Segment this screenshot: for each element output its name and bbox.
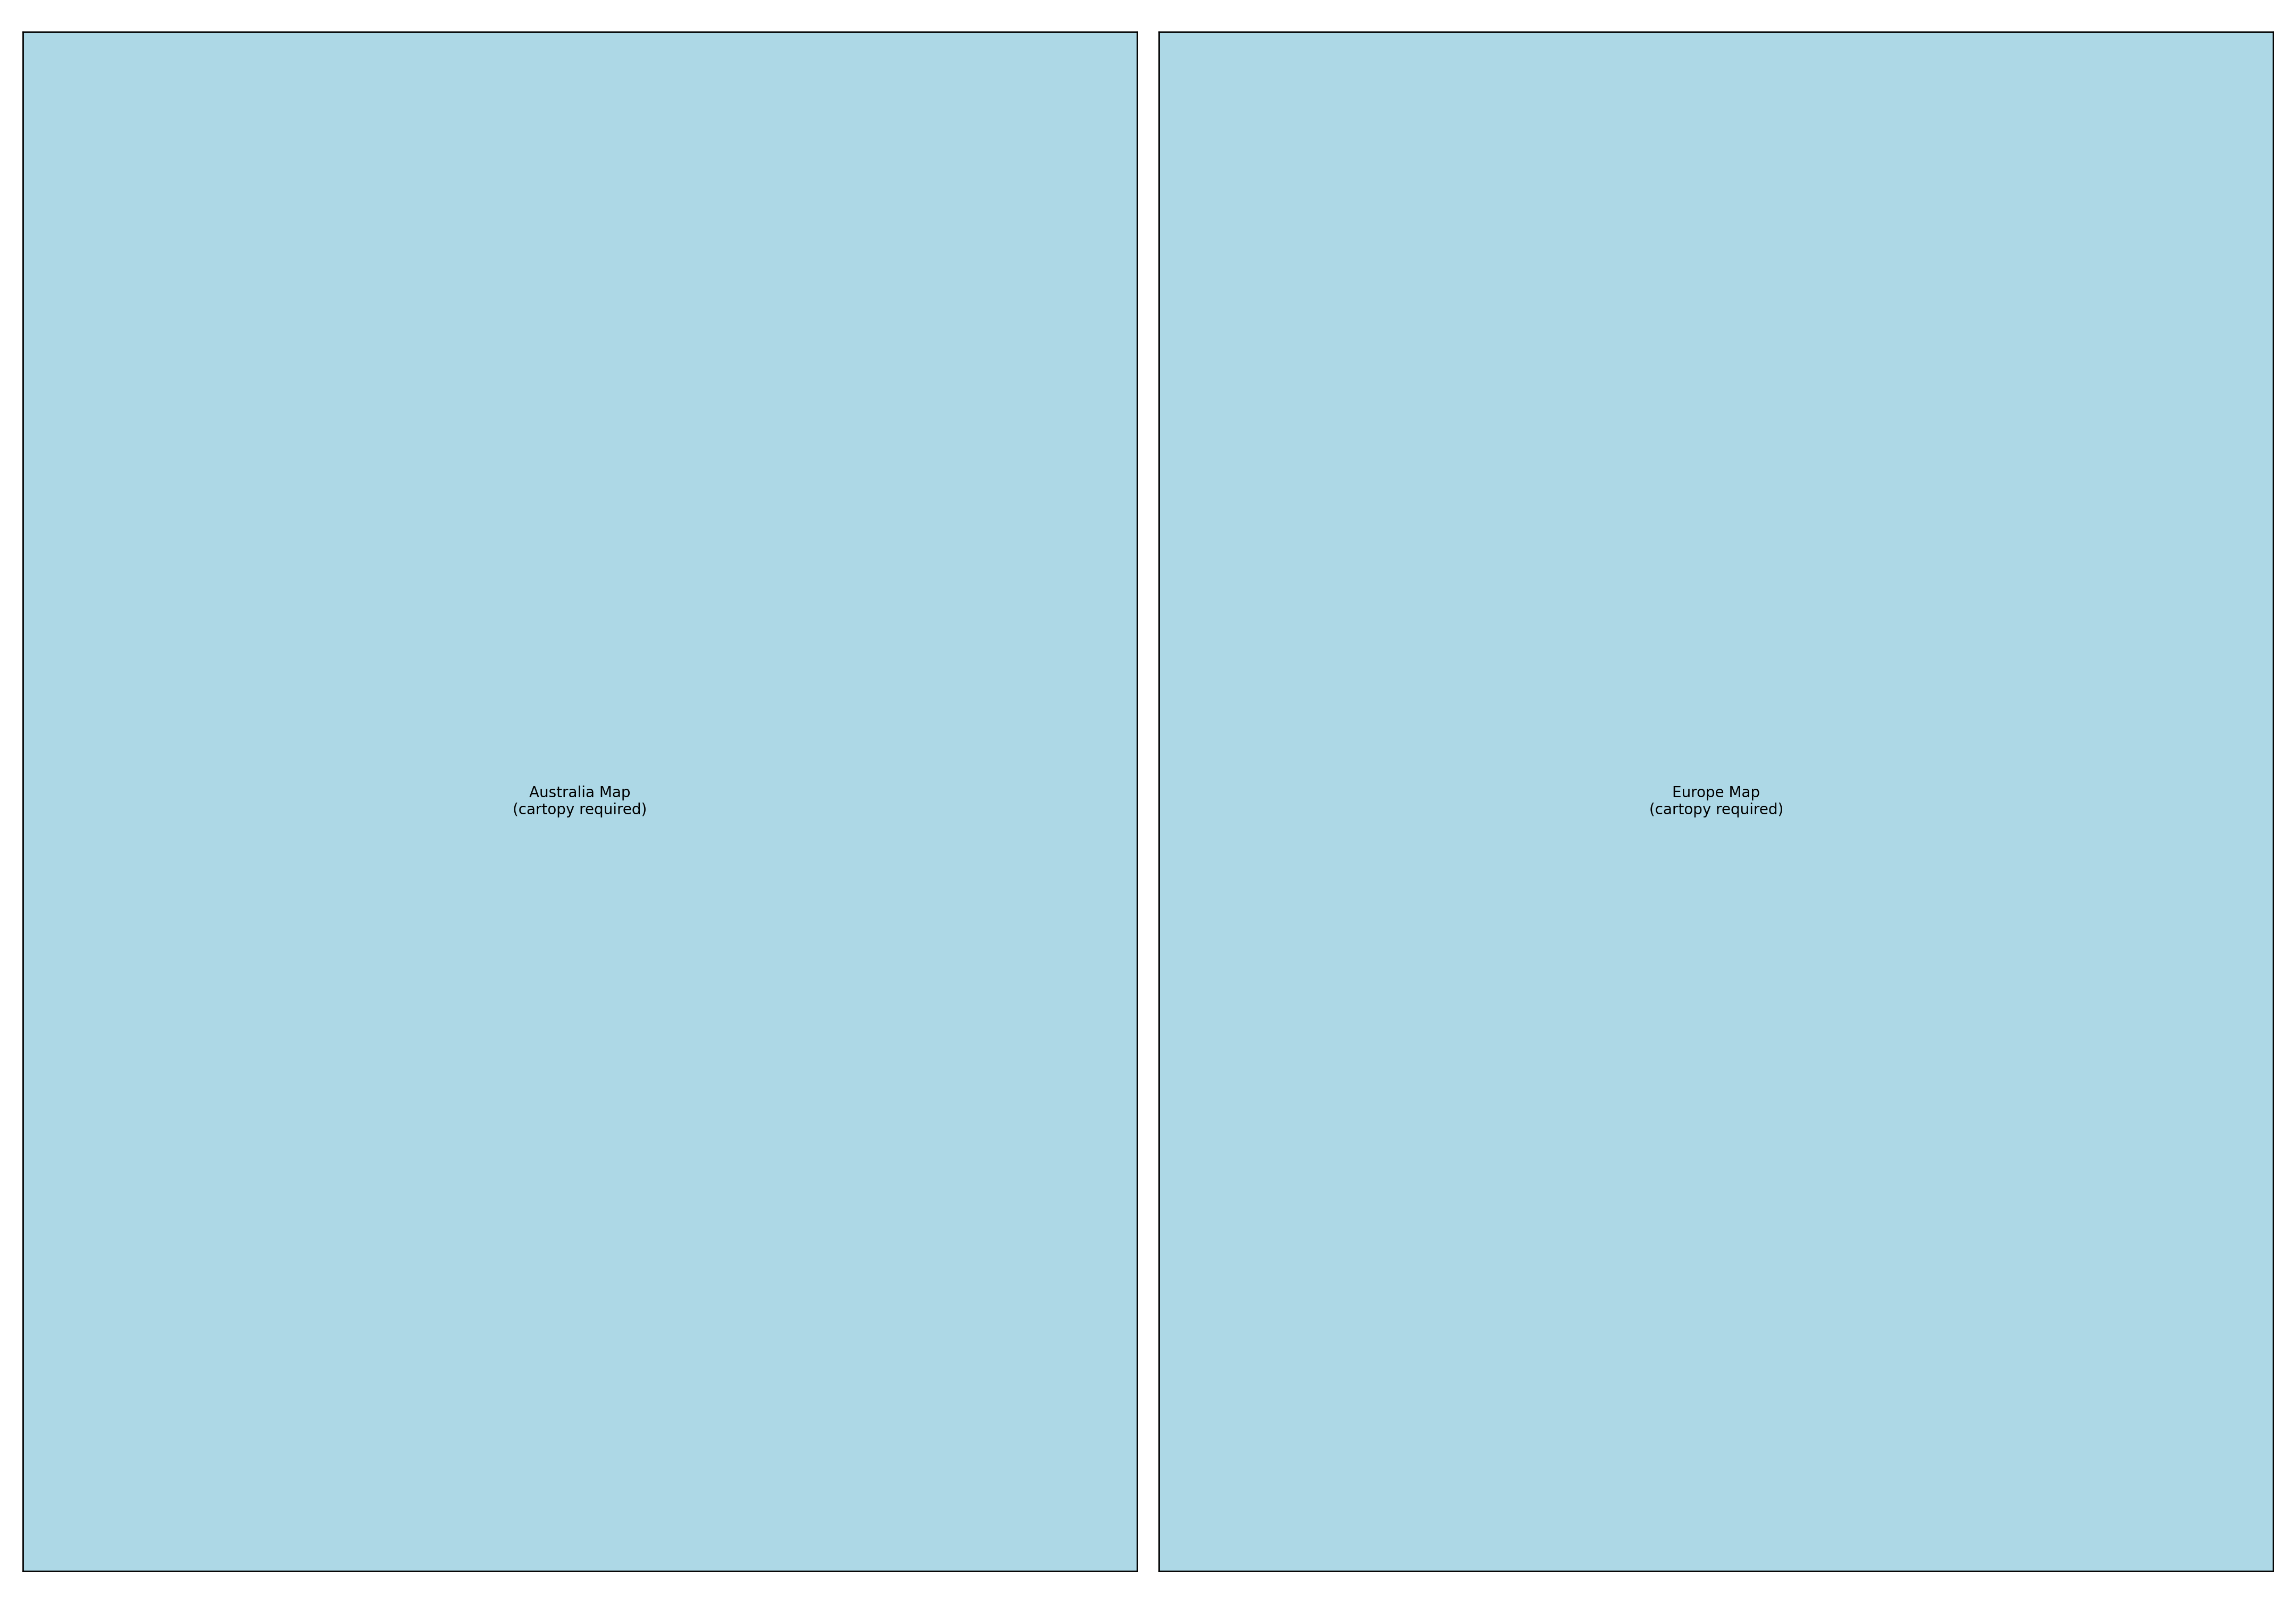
Text: Australia Map
(cartopy required): Australia Map (cartopy required) [512, 785, 647, 818]
Text: Europe Map
(cartopy required): Europe Map (cartopy required) [1649, 785, 1784, 818]
